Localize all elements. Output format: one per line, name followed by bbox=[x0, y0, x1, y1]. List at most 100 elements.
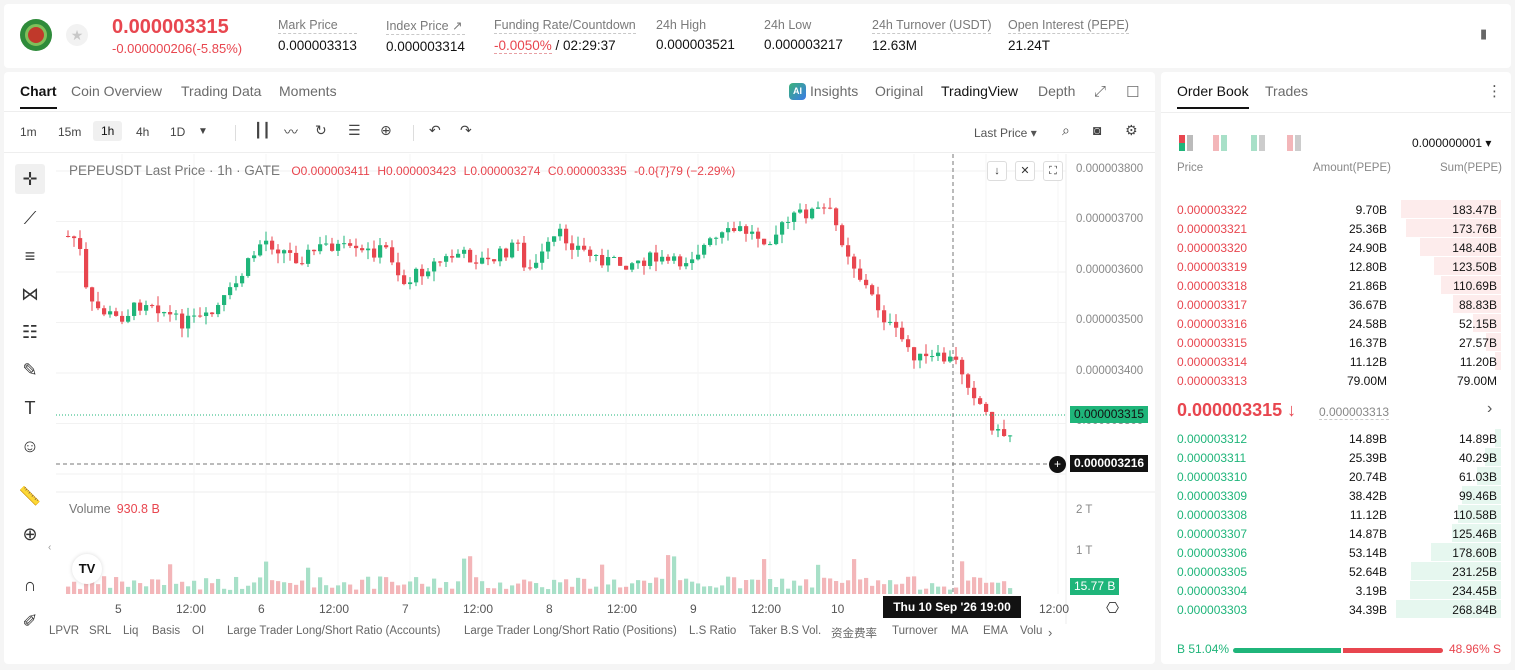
timeframe-dropdown-icon[interactable]: ▼ bbox=[198, 126, 208, 137]
indicator-item[interactable]: Taker B.S Vol. bbox=[749, 625, 822, 637]
orderbook-row[interactable]: 0.000003311 25.39B 40.29B bbox=[1161, 448, 1511, 467]
view-asks-icon[interactable] bbox=[1287, 135, 1303, 151]
tab-order-book[interactable]: Order Book bbox=[1177, 83, 1249, 109]
brush-icon[interactable]: ✎ bbox=[22, 360, 38, 380]
orderbook-row[interactable]: 0.000003309 38.42B 99.46B bbox=[1161, 486, 1511, 505]
orderbook-row[interactable]: 0.000003307 14.87B 125.46B bbox=[1161, 524, 1511, 543]
indicator-item[interactable]: Turnover bbox=[892, 625, 938, 637]
tab-chart[interactable]: Chart bbox=[20, 83, 57, 109]
crosshair-icon[interactable]: ✛ bbox=[15, 164, 45, 194]
timeframe-15m[interactable]: 15m bbox=[58, 125, 82, 139]
orderbook-row[interactable]: 0.000003314 11.12B 11.20B bbox=[1161, 352, 1511, 371]
precision-select[interactable]: 0.000000001 ▾ bbox=[1412, 136, 1492, 150]
orderbook-row[interactable]: 0.000003321 25.36B 173.76B bbox=[1161, 219, 1511, 238]
magnet-icon[interactable]: ∩ bbox=[23, 575, 37, 595]
orderbook-row[interactable]: 0.000003316 24.58B 52.15B bbox=[1161, 314, 1511, 333]
orderbook-row[interactable]: 0.000003312 14.89B 14.89B bbox=[1161, 429, 1511, 448]
orderbook-row[interactable]: 0.000003304 3.19B 234.45B bbox=[1161, 581, 1511, 600]
indicator-item[interactable]: Basis bbox=[152, 625, 181, 637]
orderbook-row[interactable]: 0.000003315 16.37B 27.57B bbox=[1161, 333, 1511, 352]
candlestick-chart[interactable] bbox=[56, 154, 1155, 624]
compare-icon[interactable]: ↻ bbox=[315, 122, 327, 138]
orderbook-row[interactable]: 0.000003318 21.86B 110.69B bbox=[1161, 276, 1511, 295]
templates-icon[interactable]: ☰ bbox=[348, 122, 361, 138]
ruler-icon[interactable]: 📏 bbox=[18, 486, 42, 506]
candle-type-icon[interactable]: ┃┃ bbox=[254, 122, 271, 138]
orderbook-row[interactable]: 0.000003313 79.00M 79.00M bbox=[1161, 371, 1511, 390]
view-split-icon[interactable] bbox=[1213, 135, 1229, 151]
redo-icon[interactable]: ↷ bbox=[460, 122, 472, 138]
add-indicator-icon[interactable]: ⊕ bbox=[380, 122, 392, 138]
indicator-item[interactable]: Large Trader Long/Short Ratio (Accounts) bbox=[227, 625, 441, 637]
stat-mark-price[interactable]: Mark Price 0.000003313 bbox=[278, 18, 357, 53]
timeframe-1m[interactable]: 1m bbox=[20, 125, 37, 139]
tradingview-logo-icon[interactable]: TV bbox=[72, 554, 102, 584]
price-type-select[interactable]: Last Price ▾ bbox=[974, 126, 1037, 140]
view-original[interactable]: Original bbox=[875, 83, 924, 99]
chevron-right-icon[interactable]: › bbox=[1048, 625, 1053, 640]
pattern-icon[interactable]: ⋈ bbox=[21, 284, 39, 304]
orderbook-row[interactable]: 0.000003320 24.90B 148.40B bbox=[1161, 238, 1511, 257]
fib-icon[interactable]: ☷ bbox=[21, 322, 39, 342]
favorite-star-icon[interactable]: ★ bbox=[66, 24, 88, 46]
chevron-right-icon[interactable]: › bbox=[1487, 400, 1493, 417]
view-tradingview[interactable]: TradingView bbox=[941, 83, 1019, 99]
tab-trading-data[interactable]: Trading Data bbox=[181, 83, 262, 99]
timeframe-1d[interactable]: 1D bbox=[170, 125, 186, 139]
view-bids-icon[interactable] bbox=[1251, 135, 1267, 151]
chart-settings-icon[interactable]: ⎔ bbox=[1106, 600, 1120, 617]
view-depth[interactable]: Depth bbox=[1038, 83, 1076, 99]
indicator-item[interactable]: SRL bbox=[89, 625, 112, 637]
indicators-icon[interactable]: 〰 bbox=[284, 124, 298, 140]
stat-index-price[interactable]: Index Price ↗ 0.000003314 bbox=[386, 19, 465, 54]
view-both-icon[interactable] bbox=[1179, 135, 1195, 151]
indicator-item[interactable]: EMA bbox=[983, 625, 1008, 637]
indicator-item[interactable]: LPVR bbox=[49, 625, 80, 637]
search-icon[interactable]: ⌕ bbox=[1062, 122, 1070, 138]
undo-icon[interactable]: ↶ bbox=[429, 122, 441, 138]
volume-bar bbox=[474, 577, 479, 594]
volume-bar bbox=[216, 578, 221, 594]
timeframe-4h[interactable]: 4h bbox=[136, 125, 150, 139]
collapse-toolbar-icon[interactable]: ‹ bbox=[48, 542, 52, 553]
candle-body bbox=[450, 256, 455, 258]
pencil-lock-icon[interactable]: ✐ bbox=[22, 611, 38, 631]
orderbook-row[interactable]: 0.000003322 9.70B 183.47B bbox=[1161, 200, 1511, 219]
add-alert-icon[interactable]: + bbox=[1049, 456, 1066, 473]
trend-line-icon[interactable]: ⟋ bbox=[23, 208, 37, 228]
emoji-icon[interactable]: ☺ bbox=[20, 436, 40, 456]
orderbook-row[interactable]: 0.000003308 11.12B 110.58B bbox=[1161, 505, 1511, 524]
indicator-item[interactable]: MA bbox=[951, 625, 969, 637]
indicator-item[interactable]: Liq bbox=[123, 625, 139, 637]
settings-gear-icon[interactable]: ⚙ bbox=[1125, 122, 1138, 138]
orderbook-row[interactable]: 0.000003303 34.39B 268.84B bbox=[1161, 600, 1511, 619]
view-insights[interactable]: Insights bbox=[810, 83, 859, 99]
orderbook-row[interactable]: 0.000003319 12.80B 123.50B bbox=[1161, 257, 1511, 276]
book-icon[interactable]: ▮ bbox=[1480, 26, 1488, 41]
tab-coin-overview[interactable]: Coin Overview bbox=[71, 83, 163, 99]
indicator-item[interactable]: L.S Ratio bbox=[689, 625, 737, 637]
more-icon[interactable]: ⋮ bbox=[1487, 83, 1502, 100]
stat-open-interest[interactable]: Open Interest (PEPE) 21.24T bbox=[1008, 18, 1129, 53]
text-tool-icon[interactable]: T bbox=[24, 398, 36, 418]
orderbook-row[interactable]: 0.000003310 20.74B 61.03B bbox=[1161, 467, 1511, 486]
scroll-down-icon[interactable]: ↓ bbox=[987, 161, 1007, 181]
window-icon[interactable]: ☐ bbox=[1126, 84, 1140, 101]
orderbook-row[interactable]: 0.000003305 52.64B 231.25B bbox=[1161, 562, 1511, 581]
tab-moments[interactable]: Moments bbox=[279, 83, 337, 99]
expand-icon[interactable]: ⤢ bbox=[1094, 83, 1107, 100]
orderbook-row[interactable]: 0.000003317 36.67B 88.83B bbox=[1161, 295, 1511, 314]
zoom-in-icon[interactable]: ⊕ bbox=[22, 524, 38, 544]
horizontal-lines-icon[interactable]: ≡ bbox=[24, 246, 36, 266]
indicator-item[interactable]: Large Trader Long/Short Ratio (Positions… bbox=[464, 625, 677, 637]
tab-trades[interactable]: Trades bbox=[1265, 83, 1309, 99]
camera-icon[interactable]: ◙ bbox=[1093, 122, 1102, 138]
timeframe-1h[interactable]: 1h bbox=[93, 121, 123, 141]
stat-funding-rate[interactable]: Funding Rate/Countdown -0.0050% / 02:29:… bbox=[494, 18, 636, 54]
indicator-item[interactable]: Volu bbox=[1020, 625, 1043, 637]
indicator-item[interactable]: 资金费率 bbox=[831, 628, 877, 640]
collapse-icon[interactable]: ✕ bbox=[1015, 161, 1035, 181]
orderbook-row[interactable]: 0.000003306 53.14B 178.60B bbox=[1161, 543, 1511, 562]
indicator-item[interactable]: OI bbox=[192, 625, 205, 637]
fullscreen-icon[interactable]: ⛶ bbox=[1043, 161, 1063, 181]
